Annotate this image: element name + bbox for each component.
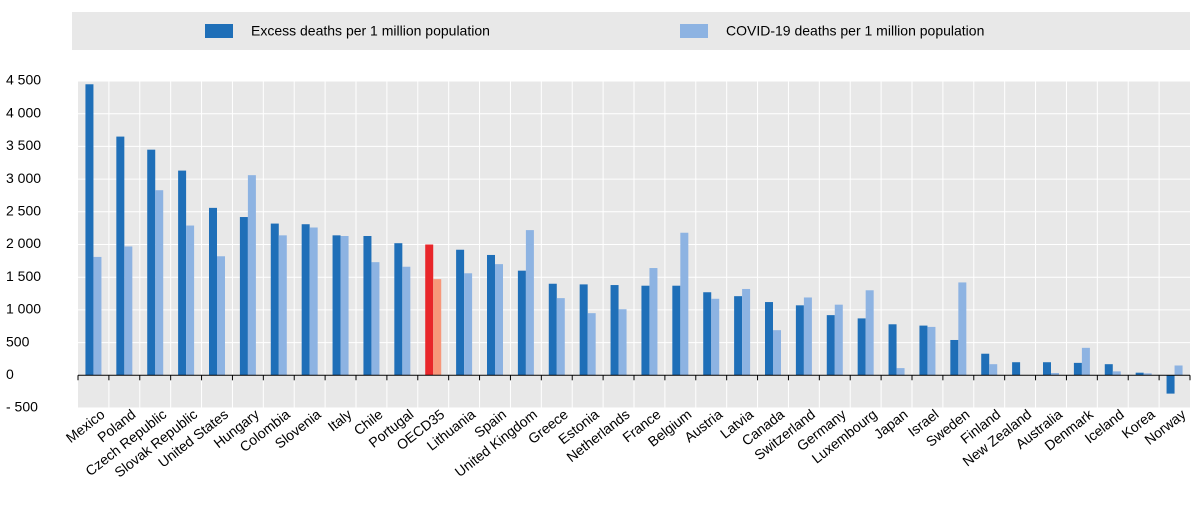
bar [93,257,101,375]
bar [1012,362,1020,375]
bar [641,286,649,376]
bar [1043,362,1051,375]
bar [981,354,989,376]
bar [487,255,495,375]
bar [989,364,997,375]
bar [680,233,688,376]
bar [1113,371,1121,375]
bar [85,84,93,375]
bar [858,318,866,375]
bar [310,227,318,375]
bar [866,290,874,375]
legend-swatch [680,24,708,38]
bar [649,268,657,375]
bar [186,226,194,376]
bar [302,224,310,375]
y-tick-label: 1 000 [6,301,41,317]
bar [456,250,464,376]
legend-label: COVID-19 deaths per 1 million population [726,23,984,39]
bar [711,299,719,376]
y-tick-label: 500 [6,333,30,349]
y-tick-label: 3 000 [6,170,41,186]
bar [919,326,927,376]
bar [796,305,804,375]
bar [116,137,124,376]
bar [1074,363,1082,375]
legend-background [72,12,1190,50]
bar [526,230,534,375]
x-tick-label: Japan [871,406,911,442]
bar [209,208,217,375]
bar [518,271,526,376]
bar [827,315,835,375]
bar [178,171,186,376]
y-tick-label: 2 500 [6,203,41,219]
bar [279,235,287,375]
legend-label: Excess deaths per 1 million population [251,23,490,39]
bar [147,150,155,376]
bar [703,292,711,375]
bar [248,175,256,375]
bar [835,305,843,376]
bar [588,313,596,375]
bar [619,309,627,375]
bar [464,273,472,375]
x-tick-label: Italy [325,406,355,434]
y-tick-label: 2 000 [6,235,41,251]
bar [958,282,966,375]
bar [557,298,565,375]
bar [402,267,410,376]
bar [804,297,812,375]
bar [394,243,402,375]
bar [1082,348,1090,375]
bar [425,245,433,376]
bar [341,236,349,375]
bar [765,302,773,375]
bar [155,190,163,375]
bar [371,262,379,375]
bar [950,340,958,375]
y-tick-label: - 500 [6,399,38,415]
bar [734,296,742,375]
bar [927,327,935,375]
bar [1175,365,1183,375]
bar [889,324,897,375]
bar [271,224,279,376]
bar [897,368,905,375]
y-tick-label: 3 500 [6,137,41,153]
y-tick-label: 0 [6,366,14,382]
bar [742,289,750,375]
bar [611,285,619,375]
bar [773,330,781,375]
bar [217,256,225,375]
bar [124,246,132,375]
y-tick-label: 4 000 [6,104,41,120]
y-tick-label: 4 500 [6,72,41,88]
bar [333,235,341,375]
bar [433,279,441,375]
bar [240,217,248,375]
bar [580,284,588,375]
bar [495,264,503,375]
y-tick-label: 1 500 [6,268,41,284]
legend-swatch [205,24,233,38]
bar [672,286,680,376]
bar [363,236,371,375]
bar [1105,364,1113,375]
bar [549,284,557,376]
bar [1167,375,1175,393]
